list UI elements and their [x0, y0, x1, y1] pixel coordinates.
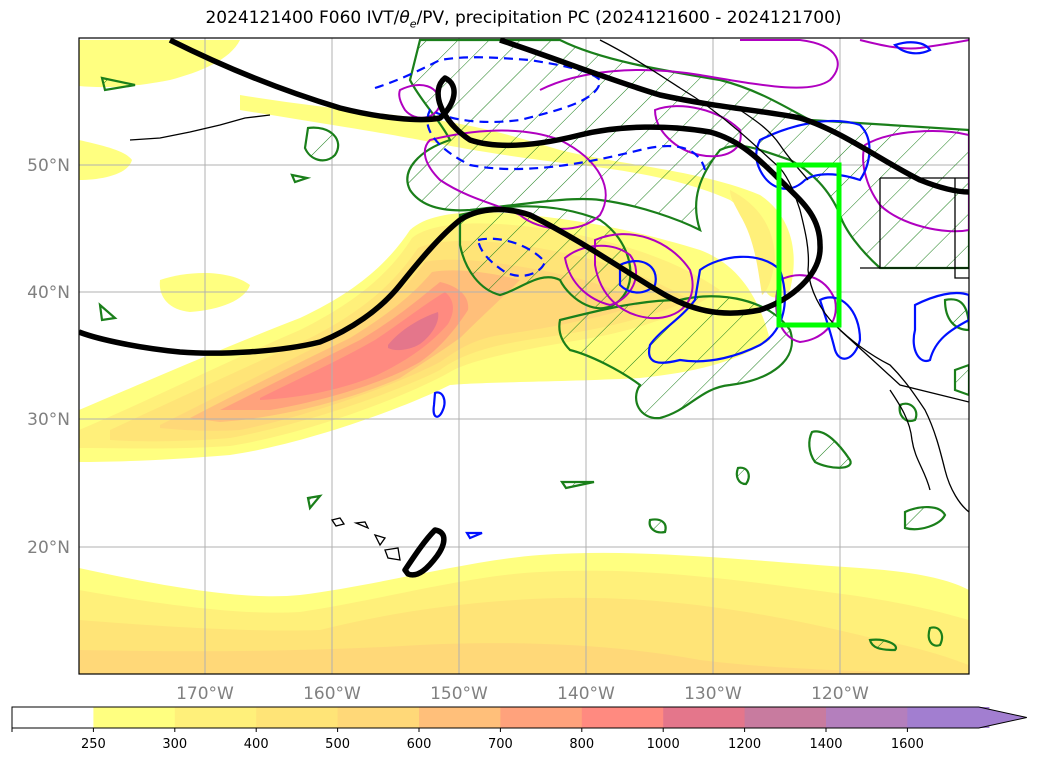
colorbar-tick-label: 700 [488, 737, 513, 752]
precip-region-north [406, 38, 969, 270]
theta-neg-ne [892, 41, 932, 55]
lat-labels: 50°N 40°N 30°N 20°N [27, 156, 70, 558]
colorbar-tick-label: 1000 [647, 737, 680, 752]
colorbar-tick-label: 800 [569, 737, 594, 752]
precip-region-se1 [808, 430, 852, 469]
state-border5 [839, 329, 969, 403]
coastlines [129, 39, 969, 561]
lon-label: 130°W [684, 684, 742, 704]
precip-region-central [458, 205, 632, 310]
coast-hawaii2 [353, 521, 370, 530]
precip-region-se2 [898, 402, 918, 423]
theta-neg-dashed-north [374, 56, 707, 171]
precip-region-s2 [735, 466, 750, 486]
theta-pos-upper [653, 105, 742, 158]
precip-region-n1 [100, 76, 136, 92]
colorbar-tick-label: 300 [162, 737, 187, 752]
lat-label: 50°N [27, 156, 70, 176]
precip-region-se5 [868, 638, 898, 652]
precip-region-west [303, 126, 340, 162]
coast-alaska [599, 39, 969, 513]
coast-bc [739, 109, 809, 181]
colorbar: 250 300 400 500 600 700 800 1000 1200 1400 1600 [11, 706, 1027, 752]
theta-neg-box [755, 119, 871, 190]
theta-pos-arc1 [423, 129, 607, 230]
theta-pos-arc2 [539, 39, 839, 91]
state-border3 [954, 178, 969, 279]
colorbar-segment [663, 707, 746, 728]
colorbar-outline [11, 706, 1027, 729]
colorbar-segment [337, 707, 420, 728]
theta-pos-ne2 [862, 130, 969, 233]
theta-neg-dashed-mid [476, 237, 547, 277]
theta-neg-mid [618, 260, 657, 294]
precip-region-se3 [903, 506, 947, 531]
coast-hawaii1 [330, 517, 346, 527]
precip-region-sw [98, 302, 118, 322]
colorbar-extend-arrow [907, 707, 1027, 728]
theta-neg-small [432, 391, 446, 418]
precip-region-s4 [559, 480, 595, 490]
ivt-south-band-500 [79, 643, 969, 674]
colorbar-tick-label: 400 [244, 737, 269, 752]
precip-region-e2 [953, 363, 969, 397]
colorbar-segment [174, 707, 257, 728]
colorbar-tick-label: 1600 [891, 737, 924, 752]
coast-hawaii4 [384, 547, 401, 561]
precip-region-se4 [927, 626, 944, 647]
colorbar-segment [256, 707, 339, 728]
theta-pos-ne [859, 39, 969, 50]
colorbar-tick-label: 600 [407, 737, 432, 752]
theta-neg-tiny [465, 531, 483, 540]
theta-neg-se [647, 255, 786, 364]
ivt-ar-700 [220, 282, 469, 410]
lat-label: 30°N [27, 410, 70, 430]
lon-label: 170°W [176, 684, 234, 704]
precip-contours [98, 38, 969, 652]
theta-pos-contours [398, 39, 969, 344]
precip-region-n2 [290, 173, 312, 184]
ivt-ar-1000 [388, 312, 439, 351]
pv-line-north [79, 38, 823, 356]
coast-hawaii3 [373, 533, 387, 547]
colorbar-segment [419, 707, 501, 728]
theta-neg-east [912, 291, 969, 363]
pv-contours [79, 38, 969, 578]
colorbar-segment [826, 707, 908, 728]
lat-label: 40°N [27, 283, 70, 303]
lon-label: 160°W [303, 684, 361, 704]
colorbar-tick-label: 250 [81, 737, 106, 752]
pv-line-hawaii [402, 527, 447, 578]
colorbar-segment [581, 707, 664, 728]
chart-title: 2024121400 F060 IVT/θe/PV, precipitation… [205, 8, 842, 31]
colorbar-tick-label: 500 [325, 737, 350, 752]
ivt-north-arc [240, 95, 794, 298]
ivt-north-band-2 [79, 140, 132, 180]
colorbar-segment [93, 707, 176, 728]
pv-line-top [499, 38, 969, 195]
ivt-north-arc-2 [730, 190, 775, 295]
coast-baja [889, 389, 931, 491]
map-frame [78, 37, 970, 675]
lat-label: 20°N [27, 538, 70, 558]
colorbar-segment [744, 707, 827, 728]
lon-labels: 170°W 160°W 150°W 140°W 130°W 120°W [176, 684, 869, 704]
precip-region-s3 [306, 494, 323, 511]
colorbar-segment [12, 707, 94, 728]
coast-aleutians [129, 114, 271, 141]
precip-region-s1 [648, 518, 667, 534]
colorbar-tick-label: 1200 [728, 737, 761, 752]
colorbar-segment [500, 707, 583, 728]
target-region-box [776, 162, 842, 328]
lon-label: 140°W [557, 684, 615, 704]
lon-label: 150°W [430, 684, 488, 704]
colorbar-tick-label: 1400 [809, 737, 842, 752]
lon-label: 120°W [811, 684, 869, 704]
